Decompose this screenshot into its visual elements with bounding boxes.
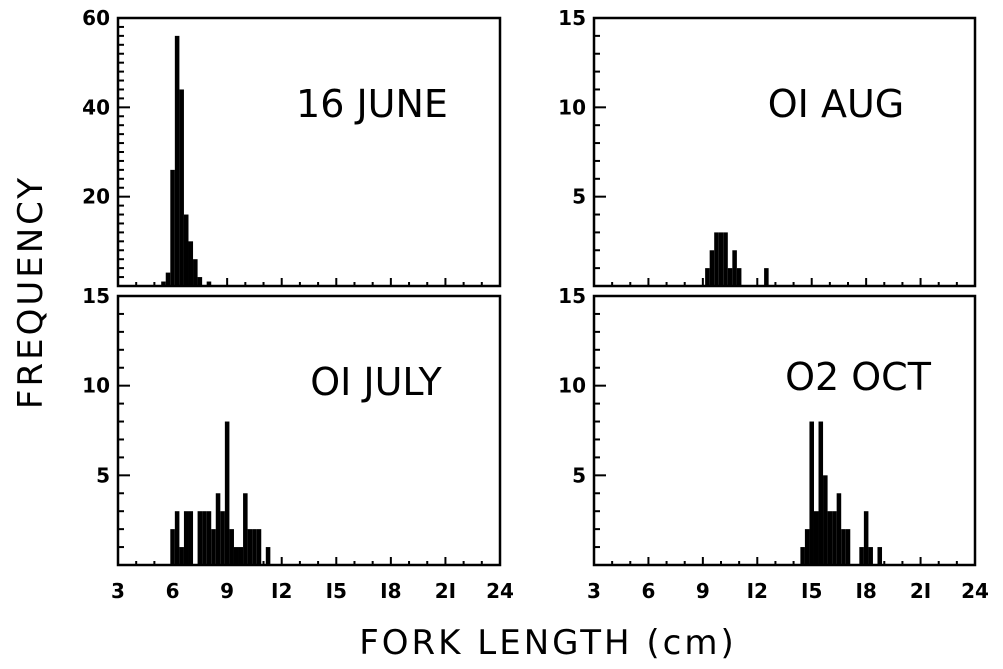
panel-date-label: OI JULY: [310, 360, 442, 404]
histogram-bar: [877, 547, 883, 565]
histogram-bar: [823, 475, 828, 565]
histogram-bar: [183, 511, 189, 565]
histogram-bar: [827, 511, 833, 565]
histogram-bar: [804, 529, 810, 565]
histogram-bar: [174, 35, 180, 287]
y-tick-label: 15: [82, 284, 110, 308]
x-tick-label: 3: [587, 579, 601, 603]
histogram-bar: [256, 529, 262, 565]
x-tick-label: 9: [696, 579, 710, 603]
y-tick-label: 10: [558, 374, 586, 398]
histogram-bar: [863, 511, 869, 565]
y-tick-label: 5: [572, 463, 586, 487]
histogram-bar: [709, 250, 715, 286]
histogram-bar: [727, 268, 733, 286]
histogram-bar: [179, 89, 184, 286]
histogram-bar: [800, 547, 805, 565]
histogram-bar: [832, 511, 837, 565]
histogram-bar: [179, 547, 184, 565]
histogram-bar: [845, 529, 851, 565]
histogram-bar: [809, 421, 814, 565]
x-tick-label: I8: [855, 579, 876, 603]
histogram-bar: [161, 281, 166, 286]
histogram-bar: [252, 529, 257, 565]
panels-group: 20 40 60 16 JUNE 5 10 15 OI AUG 5 10 15 3 6 9 I2 I5 I8 2I…: [82, 6, 989, 603]
histogram-bar: [705, 268, 710, 286]
histogram-bar: [188, 241, 194, 286]
histogram-bar: [215, 493, 221, 565]
panel-16-june: 20 40 60 16 JUNE: [82, 6, 502, 288]
y-tick-label: 5: [572, 185, 586, 209]
histogram-bar: [238, 547, 244, 565]
x-tick-label: I5: [326, 579, 347, 603]
y-tick-label: 20: [82, 185, 110, 209]
histogram-bar: [859, 547, 864, 565]
x-tick-label: 6: [641, 579, 655, 603]
y-tick-label: 15: [558, 6, 586, 30]
x-tick-label: 24: [486, 579, 514, 603]
y-tick-label: 60: [82, 6, 110, 30]
plot-frame: [592, 294, 977, 567]
panel-date-label: 16 JUNE: [296, 82, 448, 126]
x-tick-label: 9: [220, 579, 234, 603]
histogram-bar: [841, 529, 846, 565]
panel-01-july: 5 10 15 3 6 9 I2 I5 I8 2I 24 OI JULY: [82, 284, 514, 603]
panel-date-label: OI AUG: [768, 82, 904, 126]
x-tick-label: I5: [801, 579, 822, 603]
histogram-bar: [764, 268, 769, 286]
y-tick-label: 15: [558, 284, 586, 308]
y-tick-label: 5: [96, 463, 110, 487]
panel-02-oct: 5 10 15 3 6 9 I2 I5 I8 2I 24 O2 OCT: [558, 284, 989, 603]
histogram-bar: [229, 529, 234, 565]
histogram-bar: [211, 529, 216, 565]
x-tick-label: 6: [166, 579, 180, 603]
histogram-bar: [813, 511, 819, 565]
histogram-bar: [165, 272, 171, 286]
histogram-bar: [206, 511, 212, 565]
histogram-bar: [193, 259, 198, 286]
histogram-bar: [174, 511, 180, 565]
histogram-bar: [170, 169, 175, 286]
histogram-bar: [723, 232, 728, 286]
histogram-bar: [718, 232, 724, 286]
y-tick-label: 10: [558, 95, 586, 119]
histogram-bar: [836, 493, 842, 565]
x-tick-label: 24: [961, 579, 989, 603]
x-tick-label: 3: [111, 579, 125, 603]
x-tick-label: I2: [271, 579, 292, 603]
histogram-bar: [265, 547, 271, 565]
x-tick-label: I8: [380, 579, 401, 603]
panel-date-label: O2 OCT: [785, 355, 932, 399]
plot-frame: [592, 16, 977, 288]
histogram-bar: [736, 268, 742, 286]
histogram-bar: [243, 493, 248, 565]
histogram-bar: [224, 421, 230, 565]
histogram-bar: [197, 277, 203, 286]
histogram-bar: [202, 511, 207, 565]
histogram-bar: [220, 511, 225, 565]
x-tick-label: I2: [747, 579, 768, 603]
y-tick-label: 10: [82, 374, 110, 398]
histogram-bar: [170, 529, 175, 565]
plot-frame: [116, 294, 502, 567]
histogram-bar: [247, 529, 253, 565]
x-tick-label: 2I: [910, 579, 931, 603]
histogram-bar: [714, 232, 719, 286]
histogram-bar: [233, 547, 239, 565]
histogram-bar: [183, 214, 189, 286]
y-axis-title: FREQUENCY: [11, 175, 51, 409]
y-tick-label: 40: [82, 95, 110, 119]
histogram-bar: [818, 421, 824, 565]
histogram-bar: [868, 547, 873, 565]
x-axis-title: FORK LENGTH (cm): [359, 623, 737, 663]
histogram-bar: [197, 511, 203, 565]
panel-01-aug: 5 10 15 OI AUG: [558, 6, 977, 288]
histogram-bar: [732, 250, 737, 286]
histogram-bar: [188, 511, 194, 565]
x-tick-label: 2I: [435, 579, 456, 603]
